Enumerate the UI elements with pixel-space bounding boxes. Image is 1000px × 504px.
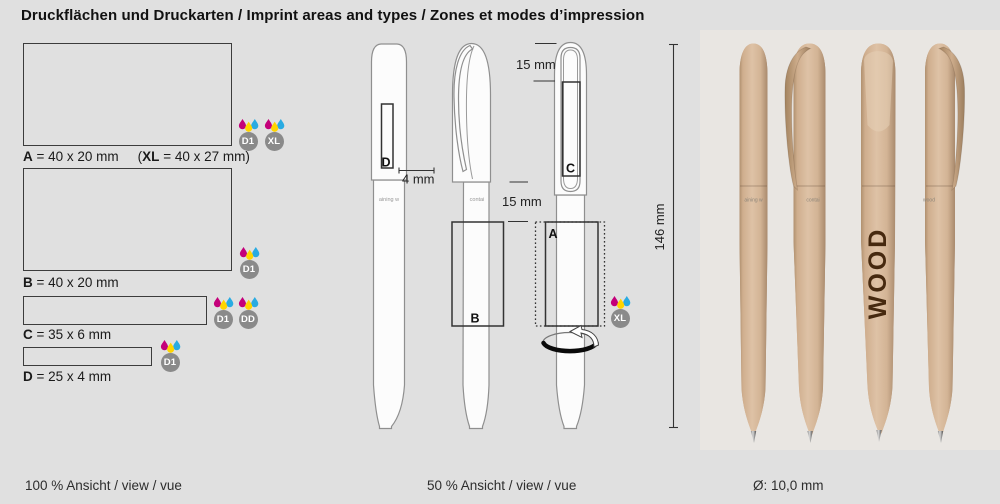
cmy-droplets-icon xyxy=(160,340,181,353)
print-type-icon-xl: XL xyxy=(263,119,286,151)
area-dims-c: = 35 x 6 mm xyxy=(32,327,112,342)
photo-pen-clip xyxy=(937,46,965,192)
area-dims-d: = 25 x 4 mm xyxy=(32,369,112,384)
imprint-zone-d-window xyxy=(380,103,394,169)
cmy-droplets-icon xyxy=(213,297,234,310)
cmy-droplets-icon xyxy=(264,119,285,132)
dimension-15mm-top: 15 mm xyxy=(516,42,557,82)
print-type-badge-d1: D1 xyxy=(239,259,259,279)
imprint-zone-xl-dashed-box xyxy=(534,221,606,327)
imprint-area-label-b: B = 40 x 20 mm xyxy=(23,275,119,290)
zone-label-b: B xyxy=(471,312,480,326)
cap-chamfer-face xyxy=(864,51,893,132)
imprint-zone-b-box xyxy=(451,221,505,327)
imprint-zone-c-box xyxy=(561,81,581,177)
pen-drawing-front: aining w D 4 mm xyxy=(370,43,435,430)
cmy-droplets-icon xyxy=(238,119,259,132)
print-type-icon-d1: D1 xyxy=(238,247,261,279)
pen-product-photos: aining w contai WOOD wood xyxy=(700,30,1000,450)
page-title: Druckflächen und Druckarten / Imprint ar… xyxy=(21,7,645,24)
area-letter-b: B xyxy=(23,275,33,290)
pen-tip xyxy=(937,431,944,443)
print-type-badge-xl: XL xyxy=(610,308,630,328)
pen-drawing-side: contai B xyxy=(451,42,505,430)
imprint-area-label-a: A = 40 x 20 mm (XL = 40 x 27 mm) xyxy=(23,149,250,164)
pen-tip xyxy=(807,431,813,443)
print-type-badge-xl: XL xyxy=(264,131,284,151)
diameter-note: Ø: 10,0 mm xyxy=(753,478,824,493)
imprint-area-box-c xyxy=(23,296,207,325)
imprint-area-label-c: C = 35 x 6 mm xyxy=(23,327,111,342)
wood-logo: WOOD xyxy=(864,227,892,320)
photo-pen-clip-left: contai xyxy=(784,43,826,443)
area-xl-note: (XL = 40 x 27 mm) xyxy=(137,149,250,164)
area-letter-a: A xyxy=(23,149,33,164)
dimension-15mm-mid: 15 mm xyxy=(502,181,542,223)
svg-text:15 mm: 15 mm xyxy=(502,194,542,209)
imprint-area-box-b xyxy=(23,168,232,271)
print-type-icon-d1: D1 xyxy=(237,119,260,151)
print-type-icon-d1: D1 xyxy=(212,297,235,329)
svg-text:15 mm: 15 mm xyxy=(516,57,556,72)
photo-pen-clip xyxy=(784,46,812,192)
photo-pen-clip-right: wood xyxy=(923,43,965,443)
zone-label-a: A xyxy=(549,227,558,241)
view-scale-center: 50 % Ansicht / view / vue xyxy=(427,478,577,493)
dimension-146mm: 146 mm xyxy=(652,43,678,429)
imprint-zone-a-box xyxy=(544,221,599,327)
pen-drawing-back: C A xyxy=(534,41,606,430)
photo-pen-front: aining w xyxy=(739,43,768,443)
twist-rotation-icon xyxy=(541,324,600,354)
print-type-icon-d1: D1 xyxy=(159,340,182,372)
print-type-badge-d1: D1 xyxy=(213,309,233,329)
area-letter-c: C xyxy=(23,327,33,342)
print-type-badge-d1: D1 xyxy=(238,131,258,151)
print-type-badge-d1: D1 xyxy=(160,352,180,372)
svg-text:146 mm: 146 mm xyxy=(652,204,667,251)
pen-tip xyxy=(750,431,757,443)
cmy-droplets-icon xyxy=(238,297,259,310)
zone-label-d: D xyxy=(382,156,391,170)
area-dims-b: = 40 x 20 mm xyxy=(32,275,119,290)
dimension-4mm: 4 mm xyxy=(398,167,435,187)
pen-technical-drawing: aining w D 4 mm contai B xyxy=(370,41,678,430)
pen-clip-back-outline xyxy=(560,46,581,193)
print-type-badge-dd: DD xyxy=(238,309,258,329)
imprint-area-box-a xyxy=(23,43,232,146)
print-type-icon-dd: DD xyxy=(237,297,260,329)
view-scale-left: 100 % Ansicht / view / vue xyxy=(25,478,182,493)
photo-pen-logo: WOOD xyxy=(861,43,896,442)
cmy-droplets-icon xyxy=(610,296,631,309)
zone-label-c: C xyxy=(566,162,575,176)
barrel-text-pen1: aining w xyxy=(379,197,399,203)
photo-barrel-text-pen4: wood xyxy=(923,198,935,204)
photo-barrel-text-pen2: contai xyxy=(806,198,819,204)
area-letter-d: D xyxy=(23,369,33,384)
area-dims-a: = 40 x 20 mm xyxy=(32,149,119,164)
svg-text:4 mm: 4 mm xyxy=(402,172,435,187)
barrel-text-pen2: contai xyxy=(470,197,485,203)
photo-barrel-text-pen1: aining w xyxy=(744,198,763,204)
cmy-droplets-icon xyxy=(239,247,260,260)
pen-clip-outline xyxy=(453,44,474,173)
print-type-icon-xl: XL xyxy=(609,296,632,328)
imprint-area-label-d: D = 25 x 4 mm xyxy=(23,369,111,384)
pen-tip xyxy=(876,430,882,442)
imprint-area-box-d xyxy=(23,347,152,366)
